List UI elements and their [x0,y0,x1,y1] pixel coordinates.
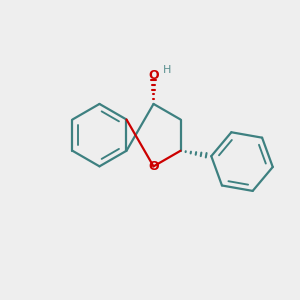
Text: O: O [148,160,159,173]
Text: H: H [163,65,171,75]
Text: O: O [148,69,159,82]
